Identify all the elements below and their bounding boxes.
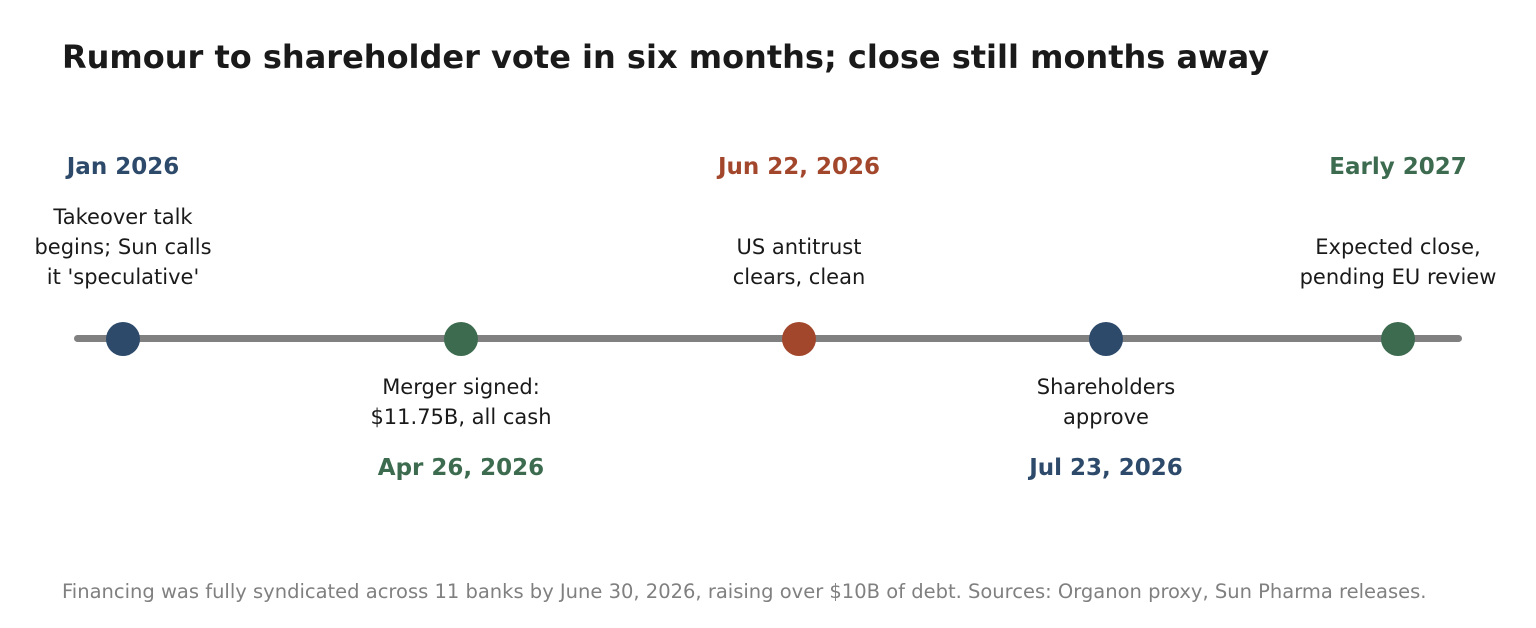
event-date: Jul 23, 2026 — [1029, 455, 1183, 481]
event-marker — [782, 322, 816, 356]
event-date: Apr 26, 2026 — [377, 455, 545, 481]
event-date: Jun 22, 2026 — [717, 154, 881, 180]
event-description: Expected close, pending EU review — [1299, 235, 1497, 289]
event-date: Early 2027 — [1329, 154, 1467, 180]
event-description: Shareholders approve — [1036, 375, 1176, 429]
event-marker — [106, 322, 140, 356]
chart-title: Rumour to shareholder vote in six months… — [62, 38, 1270, 76]
timeline-axis — [74, 335, 1462, 342]
event-marker — [1089, 322, 1123, 356]
event-description: Merger signed: $11.75B, all cash — [370, 375, 552, 429]
event-marker — [444, 322, 478, 356]
event-description: US antitrust clears, clean — [732, 235, 866, 289]
event-marker — [1381, 322, 1415, 356]
event-description: Takeover talk begins; Sun calls it 'spec… — [34, 205, 212, 289]
footnote: Financing was fully syndicated across 11… — [62, 580, 1427, 603]
event-date: Jan 2026 — [66, 154, 180, 180]
